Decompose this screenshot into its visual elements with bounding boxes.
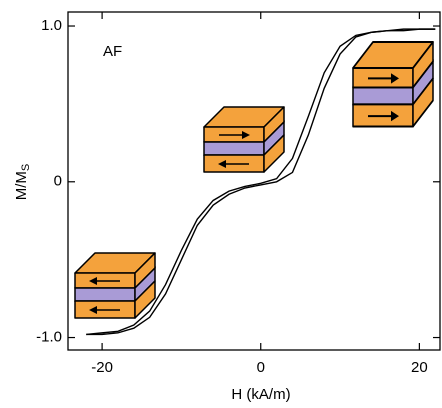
x-tick-label: 0 bbox=[257, 359, 265, 376]
plot-frame bbox=[67, 11, 441, 351]
y-tick-label: 1.0 bbox=[41, 17, 62, 34]
inset-cube-af bbox=[203, 106, 285, 173]
annotation: AF bbox=[103, 43, 122, 60]
y-label-main: M/M bbox=[13, 171, 30, 200]
x-tick-label: 20 bbox=[411, 359, 428, 376]
y-axis-label: M/MS bbox=[13, 164, 32, 201]
y-label-sub: S bbox=[20, 164, 32, 171]
x-tick-label: -20 bbox=[91, 359, 113, 376]
inset-cube-positive bbox=[352, 41, 434, 128]
hysteresis-curve bbox=[86, 28, 436, 336]
x-axis-label: H (kA/m) bbox=[231, 386, 290, 403]
y-tick-label: -1.0 bbox=[36, 329, 62, 346]
y-tick-label: 0 bbox=[54, 173, 62, 190]
inset-cube-negative bbox=[74, 252, 156, 319]
